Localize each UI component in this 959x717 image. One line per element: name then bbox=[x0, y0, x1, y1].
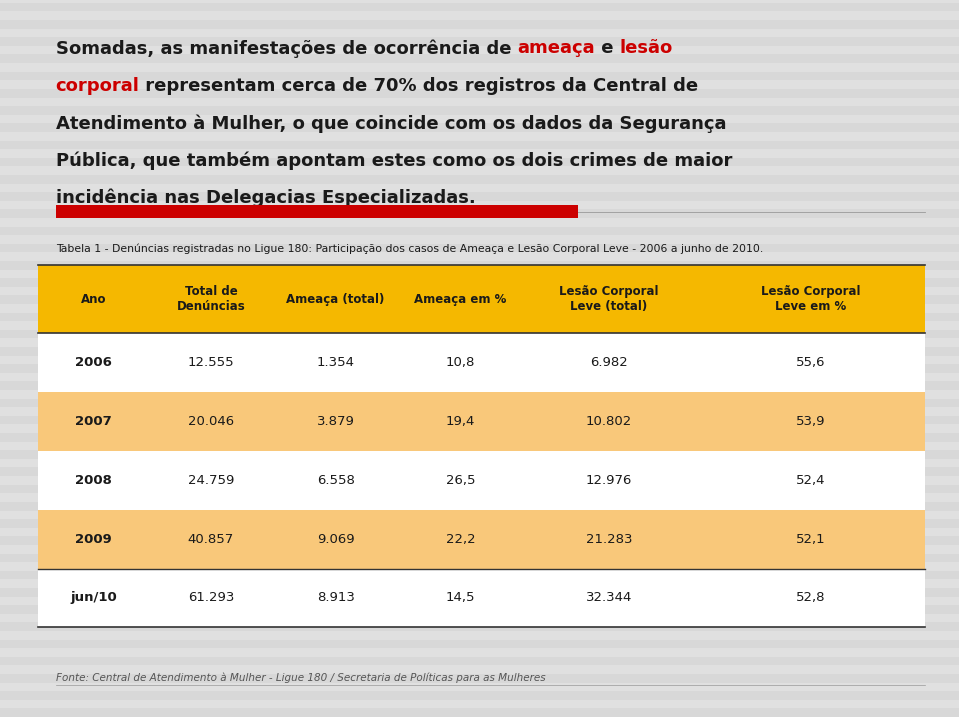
Text: Lesão Corporal
Leve (total): Lesão Corporal Leve (total) bbox=[559, 285, 659, 313]
Bar bbox=[38, 265, 925, 333]
Bar bbox=[0, 519, 959, 528]
Bar bbox=[0, 89, 959, 98]
Bar bbox=[0, 54, 959, 63]
Bar bbox=[0, 313, 959, 321]
Bar bbox=[0, 571, 959, 579]
Bar bbox=[0, 158, 959, 166]
Text: 14,5: 14,5 bbox=[446, 592, 475, 604]
Text: 24.759: 24.759 bbox=[188, 474, 234, 487]
Bar bbox=[56, 205, 578, 218]
Bar bbox=[0, 261, 959, 270]
Bar bbox=[0, 20, 959, 29]
Bar bbox=[0, 588, 959, 597]
Bar bbox=[0, 554, 959, 562]
Text: 20.046: 20.046 bbox=[188, 415, 234, 428]
Text: e: e bbox=[595, 39, 620, 57]
Bar bbox=[0, 433, 959, 442]
Bar bbox=[0, 123, 959, 132]
Bar bbox=[0, 330, 959, 338]
Text: 12.555: 12.555 bbox=[188, 356, 234, 369]
Bar bbox=[0, 622, 959, 631]
Text: 1.354: 1.354 bbox=[316, 356, 355, 369]
Bar bbox=[0, 175, 959, 184]
Text: 9.069: 9.069 bbox=[316, 533, 355, 546]
Bar bbox=[0, 467, 959, 476]
Text: corporal: corporal bbox=[56, 77, 139, 95]
Text: Ano: Ano bbox=[81, 293, 106, 306]
Bar bbox=[0, 502, 959, 511]
Text: 6.982: 6.982 bbox=[590, 356, 628, 369]
Text: 26,5: 26,5 bbox=[446, 474, 475, 487]
Text: Somadas, as manifestações de ocorrência de: Somadas, as manifestações de ocorrência … bbox=[56, 39, 517, 58]
Bar bbox=[0, 657, 959, 665]
Bar bbox=[38, 333, 925, 392]
Text: Atendimento à Mulher, o que coincide com os dados da Segurança: Atendimento à Mulher, o que coincide com… bbox=[56, 114, 726, 133]
Text: Fonte: Central de Atendimento à Mulher - Ligue 180 / Secretaria de Políticas par: Fonte: Central de Atendimento à Mulher -… bbox=[56, 672, 546, 683]
Text: 12.976: 12.976 bbox=[586, 474, 632, 487]
Text: 19,4: 19,4 bbox=[446, 415, 475, 428]
Text: incidência nas Delegacias Especializadas.: incidência nas Delegacias Especializadas… bbox=[56, 189, 476, 207]
Text: 52,1: 52,1 bbox=[796, 533, 825, 546]
Bar bbox=[0, 209, 959, 218]
Text: ameaça: ameaça bbox=[517, 39, 595, 57]
Text: lesão: lesão bbox=[620, 39, 673, 57]
Bar bbox=[0, 3, 959, 11]
Bar bbox=[0, 106, 959, 115]
Text: 22,2: 22,2 bbox=[446, 533, 475, 546]
Text: 6.558: 6.558 bbox=[316, 474, 355, 487]
Text: 52,8: 52,8 bbox=[796, 592, 825, 604]
Bar bbox=[0, 485, 959, 493]
Bar bbox=[0, 72, 959, 80]
Bar bbox=[0, 450, 959, 459]
Text: Total de
Denúncias: Total de Denúncias bbox=[176, 285, 246, 313]
Text: 61.293: 61.293 bbox=[188, 592, 234, 604]
Bar bbox=[0, 674, 959, 683]
Bar bbox=[0, 640, 959, 648]
Bar bbox=[0, 295, 959, 304]
Text: 2006: 2006 bbox=[75, 356, 112, 369]
Bar bbox=[0, 605, 959, 614]
Bar bbox=[0, 37, 959, 46]
Bar bbox=[38, 451, 925, 510]
Bar bbox=[0, 347, 959, 356]
Text: 53,9: 53,9 bbox=[796, 415, 825, 428]
Text: Pública, que também apontam estes como os dois crimes de maior: Pública, que também apontam estes como o… bbox=[56, 151, 732, 170]
Bar bbox=[0, 278, 959, 287]
Text: 10,8: 10,8 bbox=[446, 356, 475, 369]
Text: 2007: 2007 bbox=[75, 415, 112, 428]
Text: 2008: 2008 bbox=[75, 474, 112, 487]
Text: Tabela 1 - Denúncias registradas no Ligue 180: Participação dos casos de Ameaça : Tabela 1 - Denúncias registradas no Ligu… bbox=[56, 244, 762, 255]
Text: 2009: 2009 bbox=[75, 533, 112, 546]
Text: 3.879: 3.879 bbox=[316, 415, 355, 428]
Bar bbox=[38, 510, 925, 569]
Text: Lesão Corporal
Leve em %: Lesão Corporal Leve em % bbox=[760, 285, 860, 313]
Bar bbox=[0, 536, 959, 545]
Bar bbox=[0, 244, 959, 252]
Text: 8.913: 8.913 bbox=[316, 592, 355, 604]
Text: 32.344: 32.344 bbox=[586, 592, 632, 604]
Bar bbox=[0, 416, 959, 424]
Bar bbox=[38, 569, 925, 627]
Bar bbox=[0, 399, 959, 407]
Bar bbox=[0, 227, 959, 235]
Bar bbox=[0, 381, 959, 390]
Bar bbox=[0, 364, 959, 373]
Text: 21.283: 21.283 bbox=[586, 533, 632, 546]
Text: Ameaça (total): Ameaça (total) bbox=[287, 293, 385, 306]
Text: representam cerca de 70% dos registros da Central de: representam cerca de 70% dos registros d… bbox=[139, 77, 698, 95]
Text: 40.857: 40.857 bbox=[188, 533, 234, 546]
Text: Ameaça em %: Ameaça em % bbox=[414, 293, 506, 306]
Bar bbox=[0, 708, 959, 717]
Text: 52,4: 52,4 bbox=[796, 474, 825, 487]
Bar bbox=[0, 192, 959, 201]
Text: 10.802: 10.802 bbox=[586, 415, 632, 428]
Text: 55,6: 55,6 bbox=[796, 356, 825, 369]
Bar bbox=[0, 141, 959, 149]
Bar bbox=[0, 691, 959, 700]
Bar bbox=[38, 392, 925, 451]
Text: jun/10: jun/10 bbox=[70, 592, 117, 604]
